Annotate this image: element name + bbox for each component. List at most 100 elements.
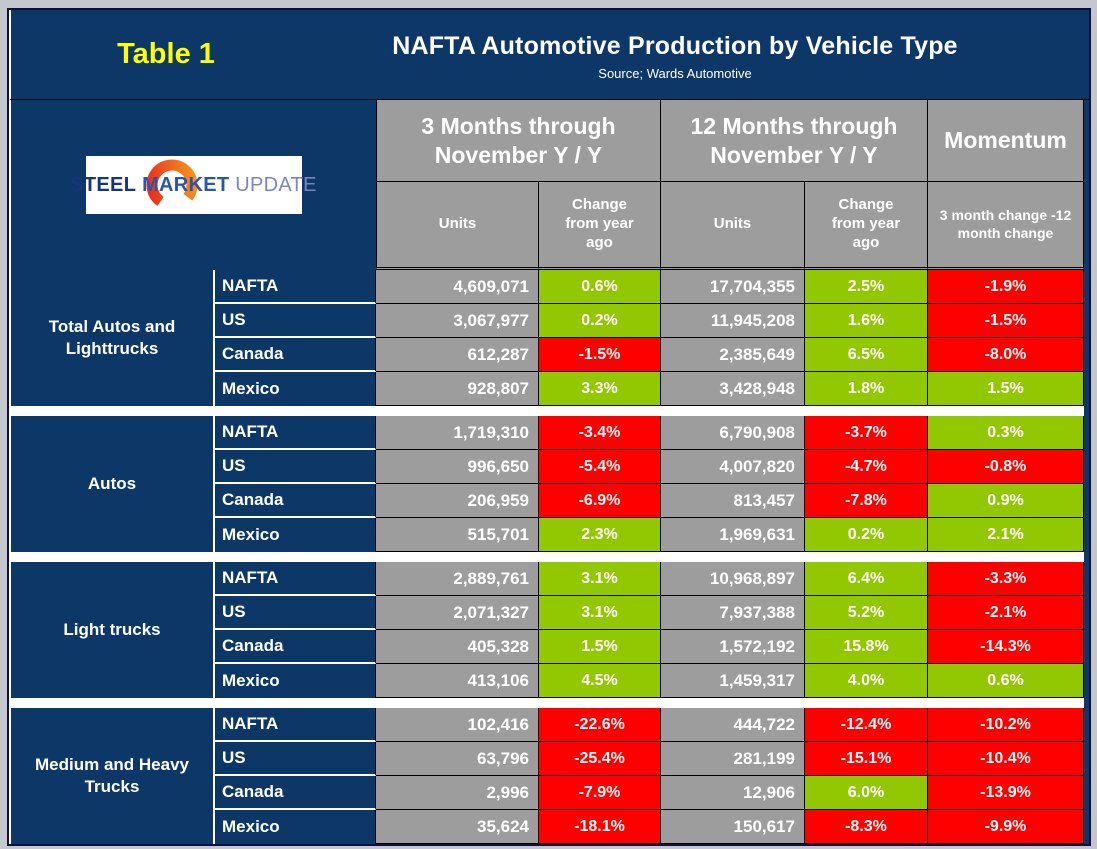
momentum-cell: -14.3%	[928, 630, 1084, 664]
column-group-3-months: 3 Months through November Y / Y	[376, 100, 661, 182]
change-12mo-cell: -4.7%	[805, 450, 928, 484]
units-12mo-cell: 6,790,908	[661, 416, 805, 450]
units-3mo-cell: 612,287	[376, 338, 539, 372]
units-12mo-cell: 11,945,208	[661, 304, 805, 338]
momentum-cell: 0.6%	[928, 664, 1084, 698]
units-3mo-cell: 1,719,310	[376, 416, 539, 450]
units-3mo-cell: 102,416	[376, 708, 539, 742]
region-label: NAFTA	[215, 708, 376, 742]
region-label: Mexico	[215, 372, 376, 406]
column-group-momentum: Momentum	[928, 100, 1084, 182]
momentum-cell: -8.0%	[928, 338, 1084, 372]
region-label: Mexico	[215, 518, 376, 552]
change-12mo-cell: -3.7%	[805, 416, 928, 450]
change-3mo-cell: -22.6%	[539, 708, 661, 742]
change-3mo-cell: 3.1%	[539, 562, 661, 596]
region-label: US	[215, 450, 376, 484]
momentum-cell: 0.3%	[928, 416, 1084, 450]
units-3mo-cell: 405,328	[376, 630, 539, 664]
units-12mo-cell: 10,968,897	[661, 562, 805, 596]
logo-word-market: MARKET	[142, 173, 230, 196]
change-12mo-cell: 6.4%	[805, 562, 928, 596]
units-3mo-cell: 996,650	[376, 450, 539, 484]
region-label: Mexico	[215, 664, 376, 698]
subheader-momentum-text: 3 month change -12 month change	[939, 207, 1072, 241]
column-group-12-months: 12 Months through November Y / Y	[661, 100, 928, 182]
change-3mo-cell: 0.6%	[539, 270, 661, 304]
change-3mo-cell: 3.3%	[539, 372, 661, 406]
momentum-cell: -2.1%	[928, 596, 1084, 630]
momentum-cell: 2.1%	[928, 518, 1084, 552]
momentum-cell: -1.9%	[928, 270, 1084, 304]
region-label: Canada	[215, 630, 376, 664]
change-12mo-cell: -7.8%	[805, 484, 928, 518]
change-12mo-cell: -8.3%	[805, 810, 928, 844]
group-label: Light trucks	[11, 562, 215, 698]
units-3mo-cell: 413,106	[376, 664, 539, 698]
group-label: Autos	[11, 416, 215, 552]
units-12mo-cell: 2,385,649	[661, 338, 805, 372]
change-12mo-cell: 15.8%	[805, 630, 928, 664]
units-3mo-cell: 63,796	[376, 742, 539, 776]
title-band: Table 1 NAFTA Automotive Production by V…	[9, 10, 1089, 100]
steel-market-update-logo: STEEL MARKET UPDATE	[70, 156, 316, 214]
subheader-change-12mo: Change from year ago	[805, 182, 928, 270]
change-3mo-cell: -18.1%	[539, 810, 661, 844]
units-3mo-cell: 206,959	[376, 484, 539, 518]
momentum-cell: -10.2%	[928, 708, 1084, 742]
units-12mo-cell: 1,572,192	[661, 630, 805, 664]
momentum-cell: -13.9%	[928, 776, 1084, 810]
report-table: Table 1 NAFTA Automotive Production by V…	[7, 8, 1091, 846]
units-12mo-cell: 813,457	[661, 484, 805, 518]
region-label: Canada	[215, 484, 376, 518]
subheader-change-3mo: Change from year ago	[539, 182, 661, 270]
change-12mo-cell: 1.6%	[805, 304, 928, 338]
subheader-units-3mo: Units	[376, 182, 539, 270]
change-12mo-cell: 6.0%	[805, 776, 928, 810]
subheader-change-12mo-text: Change from year ago	[831, 196, 901, 251]
units-12mo-cell: 150,617	[661, 810, 805, 844]
table-number-label: Table 1	[117, 38, 215, 70]
momentum-cell: -0.8%	[928, 450, 1084, 484]
units-3mo-cell: 4,609,071	[376, 270, 539, 304]
change-12mo-cell: 4.0%	[805, 664, 928, 698]
units-3mo-cell: 2,071,327	[376, 596, 539, 630]
change-12mo-cell: 2.5%	[805, 270, 928, 304]
region-label: US	[215, 304, 376, 338]
momentum-cell: -1.5%	[928, 304, 1084, 338]
momentum-cell: -10.4%	[928, 742, 1084, 776]
group-label-text: Total Autos and Lighttrucks	[48, 316, 176, 358]
logo-swoosh-icon	[146, 159, 197, 211]
page-title: NAFTA Automotive Production by Vehicle T…	[392, 32, 958, 60]
change-12mo-cell: 6.5%	[805, 338, 928, 372]
units-12mo-cell: 1,459,317	[661, 664, 805, 698]
logo-word-update: UPDATE	[235, 173, 317, 196]
group-label-text: Light trucks	[63, 619, 161, 639]
region-label: NAFTA	[215, 270, 376, 304]
units-12mo-cell: 12,906	[661, 776, 805, 810]
region-label: NAFTA	[215, 416, 376, 450]
region-label: NAFTA	[215, 562, 376, 596]
change-12mo-cell: -15.1%	[805, 742, 928, 776]
group-separator	[11, 698, 1084, 708]
momentum-cell: -3.3%	[928, 562, 1084, 596]
region-label: Mexico	[215, 810, 376, 844]
units-3mo-cell: 515,701	[376, 518, 539, 552]
change-3mo-cell: -6.9%	[539, 484, 661, 518]
units-12mo-cell: 1,969,631	[661, 518, 805, 552]
change-3mo-cell: -7.9%	[539, 776, 661, 810]
logo-text: STEEL MARKET UPDATE	[70, 174, 316, 197]
change-3mo-cell: 3.1%	[539, 596, 661, 630]
region-label: US	[215, 742, 376, 776]
group-label-text: Medium and Heavy Trucks	[35, 754, 189, 796]
subheader-change-3mo-text: Change from year ago	[565, 196, 634, 251]
data-grid: STEEL MARKET UPDATE 3 Months through Nov…	[9, 100, 1089, 844]
group-label: Medium and Heavy Trucks	[11, 708, 215, 844]
change-3mo-cell: -25.4%	[539, 742, 661, 776]
units-12mo-cell: 17,704,355	[661, 270, 805, 304]
subheader-units-12mo: Units	[661, 182, 805, 270]
change-3mo-cell: 1.5%	[539, 630, 661, 664]
units-12mo-cell: 3,428,948	[661, 372, 805, 406]
group-separator	[11, 406, 1084, 416]
subheader-momentum: 3 month change -12 month change	[928, 182, 1084, 270]
